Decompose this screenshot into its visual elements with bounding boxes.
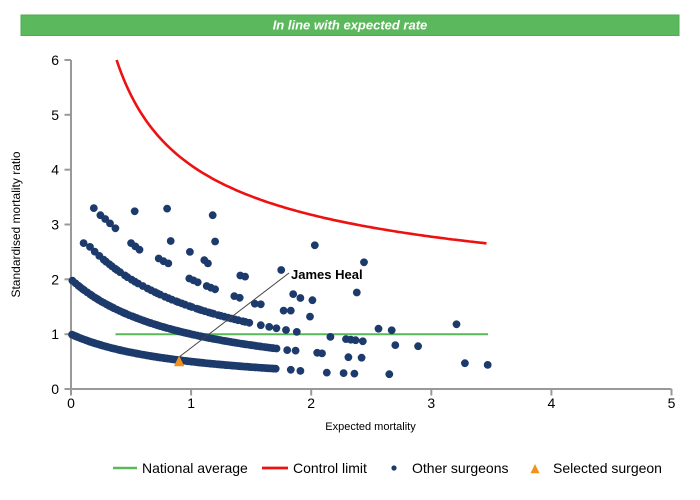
svg-text:National average: National average (142, 460, 248, 476)
svg-text:1: 1 (51, 326, 59, 342)
svg-text:0: 0 (67, 395, 75, 411)
svg-text:4: 4 (51, 162, 59, 178)
svg-text:In line with expected rate: In line with expected rate (273, 18, 428, 33)
svg-text:Other surgeons: Other surgeons (412, 460, 509, 476)
svg-text:Control limit: Control limit (293, 460, 367, 476)
svg-text:2: 2 (307, 395, 315, 411)
svg-text:Standardised mortality ratio: Standardised mortality ratio (9, 151, 23, 297)
svg-text:4: 4 (548, 395, 556, 411)
svg-text:6: 6 (51, 52, 59, 68)
svg-text:3: 3 (51, 217, 59, 233)
svg-text:3: 3 (427, 395, 435, 411)
svg-text:5: 5 (668, 395, 676, 411)
svg-text:Selected surgeon: Selected surgeon (553, 460, 662, 476)
svg-text:2: 2 (51, 271, 59, 287)
svg-text:Expected mortality: Expected mortality (325, 421, 416, 433)
svg-text:James Heal: James Heal (291, 267, 363, 282)
svg-text:0: 0 (51, 381, 59, 397)
svg-text:5: 5 (51, 107, 59, 123)
svg-text:1: 1 (187, 395, 195, 411)
